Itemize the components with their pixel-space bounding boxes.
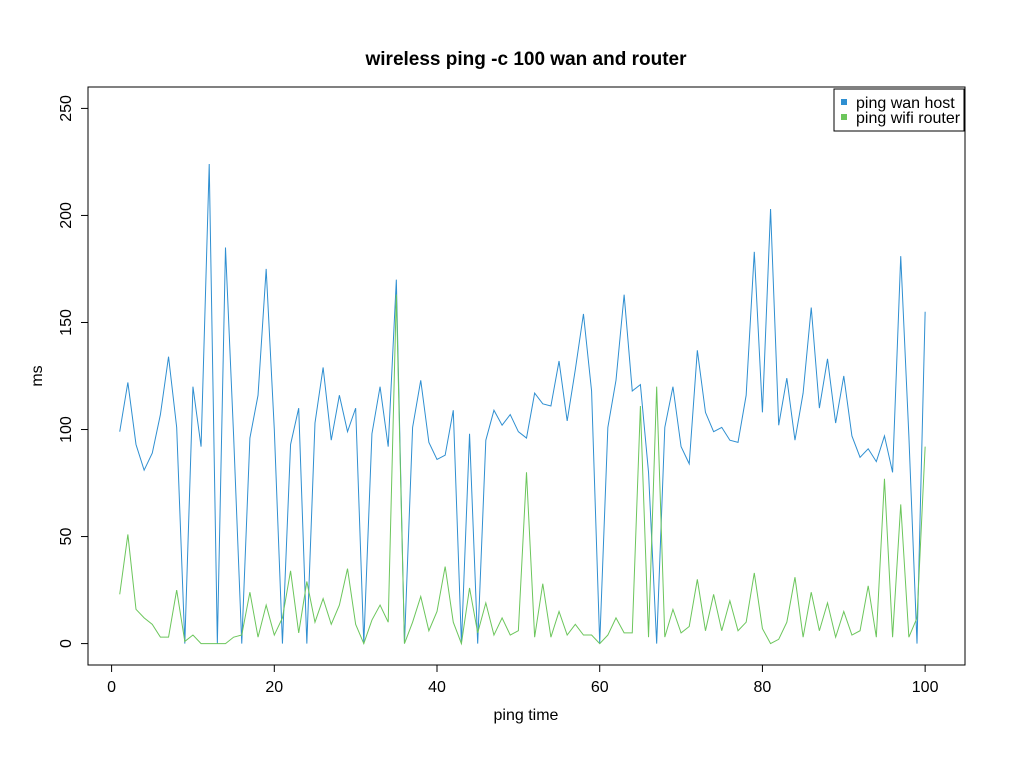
x-tick-label: 100: [912, 679, 939, 696]
chart-title: wireless ping -c 100 wan and router: [365, 49, 688, 70]
legend-swatch: [841, 99, 847, 105]
x-tick-label: 80: [754, 679, 772, 696]
y-tick-label: 150: [58, 309, 75, 336]
plot-lines: [119, 164, 926, 646]
x-axis-label: ping time: [494, 707, 559, 724]
legend-entry: ping wifi router: [856, 110, 961, 127]
y-axis: 0 50 100 150 200 250: [58, 95, 89, 648]
y-tick-label: 200: [58, 202, 75, 229]
x-tick-label: 40: [428, 679, 446, 696]
plot-frame: [87, 86, 966, 666]
y-axis-label: ms: [29, 365, 46, 386]
legend-entry: ping wan host: [856, 95, 955, 112]
x-tick-label: 0: [107, 679, 116, 696]
y-tick-label: 250: [58, 95, 75, 122]
x-axis: 0 20 40 60 80 100: [107, 664, 939, 696]
y-tick-label: 100: [58, 416, 75, 443]
legend-box: [833, 88, 965, 132]
legend-swatch: [841, 114, 847, 120]
series-line-1: [119, 164, 926, 644]
y-tick-label: 0: [58, 639, 75, 648]
x-tick-label: 20: [265, 679, 283, 696]
series-line-2: [119, 294, 926, 646]
y-tick-label: 50: [58, 528, 75, 546]
x-tick-label: 60: [591, 679, 609, 696]
